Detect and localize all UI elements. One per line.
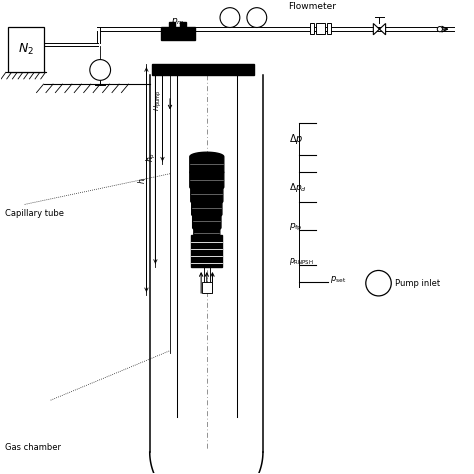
Text: $p_\mathrm{RNPSH}$: $p_\mathrm{RNPSH}$	[289, 256, 314, 267]
Text: $p_\mathrm{set}$: $p_\mathrm{set}$	[330, 274, 346, 285]
Bar	[316, 23, 325, 34]
Bar	[169, 22, 175, 27]
Text: $H_\mathrm{pump}$: $H_\mathrm{pump}$	[153, 90, 164, 111]
Polygon shape	[191, 182, 223, 205]
Bar	[310, 23, 314, 34]
Polygon shape	[191, 197, 222, 218]
Text: $N_2$: $N_2$	[18, 42, 34, 57]
Circle shape	[247, 8, 267, 27]
Circle shape	[437, 27, 442, 32]
Polygon shape	[192, 210, 221, 231]
Bar	[152, 64, 254, 75]
Text: 2: 2	[375, 278, 382, 288]
Text: $h_\mathrm{p}$: $h_\mathrm{p}$	[145, 152, 158, 162]
Polygon shape	[374, 24, 386, 35]
Circle shape	[366, 271, 391, 296]
Bar	[8, 27, 44, 73]
Text: Gas chamber: Gas chamber	[5, 443, 61, 452]
Text: Capillary tube: Capillary tube	[5, 210, 64, 219]
Polygon shape	[190, 152, 224, 176]
Polygon shape	[190, 169, 224, 191]
Text: $p_\mathrm{fp}$: $p_\mathrm{fp}$	[289, 222, 302, 233]
Bar	[191, 235, 222, 267]
Text: $\Delta p$: $\Delta p$	[289, 132, 303, 146]
Bar	[181, 22, 186, 27]
Bar	[202, 282, 211, 292]
Text: Flowmeter: Flowmeter	[289, 2, 337, 11]
Text: $p_m$: $p_m$	[171, 16, 184, 27]
Bar	[327, 23, 331, 34]
Text: $\Delta p_d$: $\Delta p_d$	[289, 181, 307, 194]
Bar	[161, 27, 194, 40]
Polygon shape	[194, 223, 220, 243]
Text: $h_\mathrm{i}$: $h_\mathrm{i}$	[137, 176, 149, 184]
Circle shape	[90, 60, 110, 80]
Text: Pump inlet: Pump inlet	[395, 279, 440, 288]
Circle shape	[220, 8, 240, 27]
